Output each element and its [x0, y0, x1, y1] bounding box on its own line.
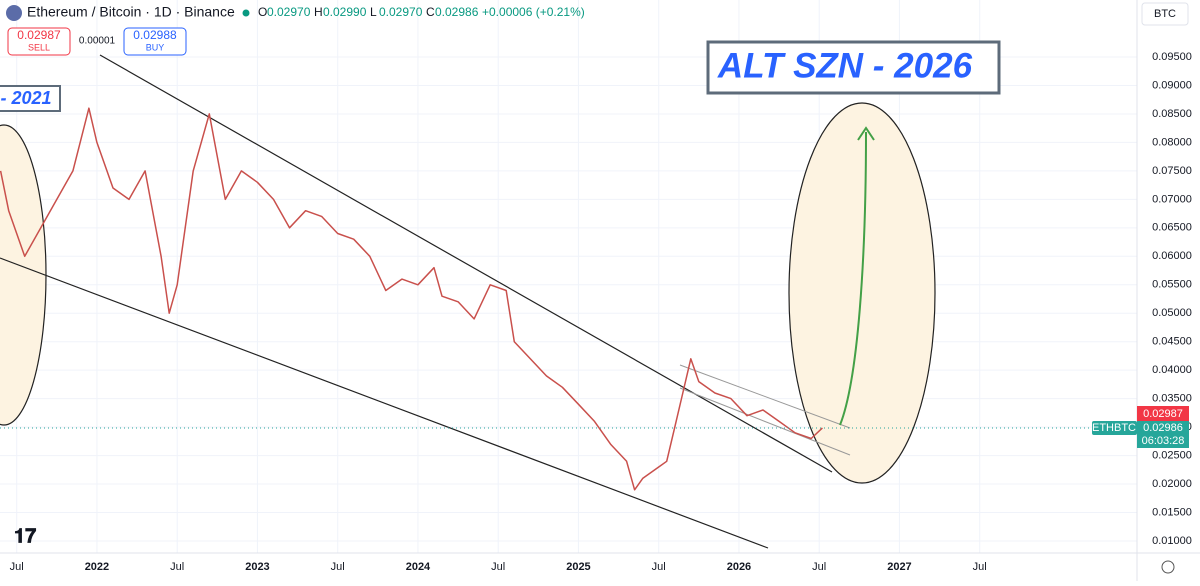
x-tick-label: Jul — [652, 561, 666, 573]
ohlc-label: C — [426, 5, 435, 19]
x-tick-label: 2027 — [887, 561, 911, 573]
x-tick-label: Jul — [491, 561, 505, 573]
ohlc-label: O — [258, 5, 267, 19]
countdown: 06:03:28 — [1142, 435, 1185, 447]
ohlc-value: 0.02986 — [435, 5, 479, 19]
ask-tag — [1137, 406, 1189, 421]
x-tick-label: Jul — [10, 561, 24, 573]
x-tick-label: Jul — [812, 561, 826, 573]
symbol-tag-text: ETHBTC — [1092, 422, 1136, 434]
spread: 0.00001 — [79, 36, 116, 47]
symbol-tag — [1092, 421, 1137, 435]
y-tick-label: 0.01000 — [1152, 535, 1192, 547]
x-tick-label: 2023 — [245, 561, 269, 573]
market-status — [242, 9, 250, 17]
currency: BTC — [1154, 8, 1176, 20]
past-box — [0, 85, 61, 112]
arrow-head — [857, 126, 875, 141]
y-tick-label: 0.04000 — [1152, 364, 1192, 376]
past-label: - 2021 — [0, 88, 51, 108]
y-tick-label: 0.09000 — [1152, 79, 1192, 91]
last-tag-text: 0.02986 — [1143, 422, 1183, 434]
ohlc-label: H — [314, 5, 323, 19]
y-tick-label: 0.07000 — [1152, 193, 1192, 205]
x-tick-label: 2022 — [85, 561, 109, 573]
alt-szn-title: ALT SZN - 2026 — [717, 46, 973, 85]
symbol-icon — [6, 5, 22, 21]
settings-icon[interactable] — [1161, 560, 1175, 574]
ohlc-label: L — [370, 5, 377, 19]
y-tick-label: 0.05000 — [1152, 307, 1192, 319]
sell-label: SELL — [28, 42, 50, 52]
trend-line-upper — [99, 54, 833, 473]
symbol-title[interactable]: Ethereum / Bitcoin · 1D · Binance — [27, 4, 235, 20]
trend-line-lower — [0, 257, 769, 549]
y-tick-label: 0.08500 — [1152, 108, 1192, 120]
x-tick-label: Jul — [331, 561, 345, 573]
last-tag — [1137, 421, 1189, 448]
y-tick-label: 0.07500 — [1152, 165, 1192, 177]
ask-tag-text: 0.02987 — [1143, 408, 1183, 420]
change: +0.00006 (+0.21%) — [482, 5, 585, 19]
y-tick-label: 0.08000 — [1152, 136, 1192, 148]
y-tick-label: 0.04500 — [1152, 336, 1192, 348]
title-box — [706, 40, 1001, 95]
sell-price: 0.02987 — [17, 28, 61, 42]
buy-price: 0.02988 — [133, 28, 177, 42]
y-tick-label: 0.03500 — [1152, 393, 1192, 405]
y-tick-label: 0.06000 — [1152, 250, 1192, 262]
y-tick-label: 0.01500 — [1152, 506, 1192, 518]
x-tick-label: Jul — [973, 561, 987, 573]
y-tick-label: 0.05500 — [1152, 279, 1192, 291]
past-ellipse — [0, 124, 47, 426]
price-line — [0, 107, 823, 491]
currency-button[interactable] — [1141, 2, 1189, 26]
ohlc-value: 0.02970 — [267, 5, 311, 19]
x-tick-label: Jul — [170, 561, 184, 573]
channel-line — [679, 387, 851, 456]
projection-arrow — [839, 131, 867, 426]
x-tick-label: 2026 — [727, 561, 751, 573]
x-tick-label: 2024 — [406, 561, 431, 573]
channel-line — [679, 364, 851, 429]
tv-logo[interactable]: 𝟏𝟕 — [14, 525, 36, 547]
y-tick-label: 0.09500 — [1152, 51, 1192, 63]
x-tick-label: 2025 — [566, 561, 590, 573]
y-tick-label: 0.02500 — [1152, 449, 1192, 461]
ohlc-value: 0.02990 — [323, 5, 367, 19]
ohlc-value: 0.02970 — [379, 5, 423, 19]
y-tick-label: 0.06500 — [1152, 222, 1192, 234]
buy-button[interactable] — [123, 27, 187, 56]
sell-button[interactable] — [7, 27, 71, 56]
y-tick-label: 0.02000 — [1152, 478, 1192, 490]
buy-label: BUY — [146, 42, 165, 52]
